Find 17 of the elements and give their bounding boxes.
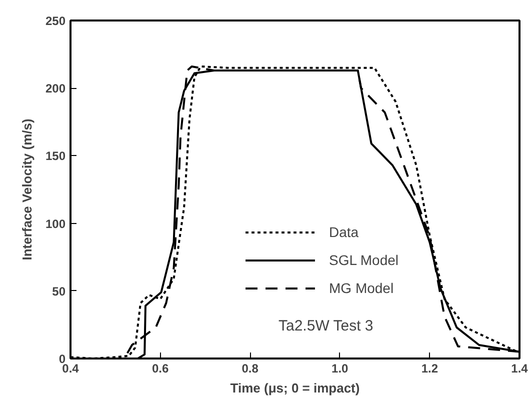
y-tick-label: 150 — [45, 149, 66, 164]
legend-label: SGL Model — [329, 252, 399, 268]
y-axis-title: Interface Velocity (m/s) — [19, 118, 34, 260]
x-tick-label: 1.2 — [421, 362, 438, 376]
annotation: Ta2.5W Test 3 — [278, 318, 374, 334]
legend-label: Data — [329, 224, 359, 240]
y-tick-label: 100 — [45, 216, 66, 231]
x-tick-label: 1.0 — [332, 362, 349, 376]
x-tick-label: 0.8 — [242, 362, 259, 376]
y-tick-label: 50 — [52, 284, 66, 298]
x-axis-title: Time (μs; 0 = impact) — [230, 380, 360, 396]
x-tick-label: 0.4 — [62, 362, 80, 376]
legend-label: MG Model — [329, 280, 394, 296]
y-tick-label: 200 — [45, 82, 66, 96]
x-tick-label: 0.6 — [152, 362, 169, 376]
y-tick-label: 250 — [45, 14, 66, 28]
x-tick-label: 1.4 — [511, 362, 528, 376]
